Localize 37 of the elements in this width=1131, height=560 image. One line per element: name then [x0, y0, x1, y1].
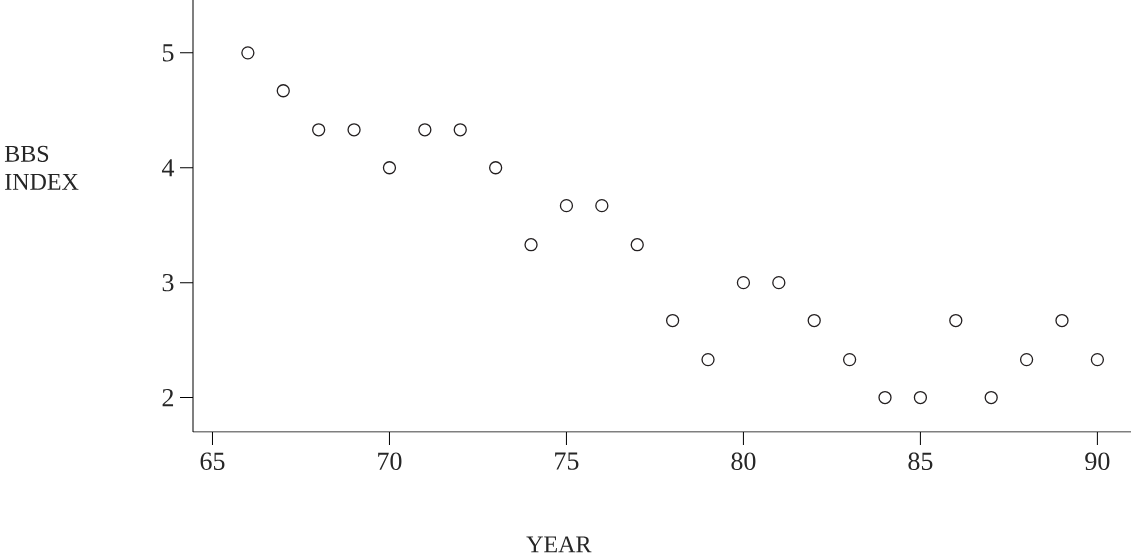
point	[772, 275, 786, 290]
y-axis-title: BBS INDEX	[4, 145, 79, 190]
point	[524, 238, 538, 252]
point	[453, 123, 467, 137]
point	[1019, 352, 1034, 367]
point	[382, 161, 397, 175]
y-tick-label: 4	[161, 159, 175, 177]
x-tick-label: 90	[1085, 452, 1110, 471]
point	[1090, 352, 1105, 367]
x-axis-title: YEAR	[526, 536, 592, 553]
x-tick-label: 70	[378, 452, 402, 471]
point	[984, 390, 998, 405]
point	[807, 313, 821, 328]
point	[347, 123, 361, 137]
point	[488, 161, 503, 175]
point	[736, 275, 751, 290]
point	[878, 390, 892, 405]
x-tick-label: 75	[555, 452, 579, 470]
point	[595, 199, 609, 213]
point	[913, 390, 928, 405]
y-tick-label: 3	[162, 273, 174, 292]
x-tick-label: 65	[200, 452, 225, 470]
y-tick-label: 2	[162, 388, 174, 407]
point	[842, 352, 857, 367]
y-tick-label: 5	[162, 44, 174, 62]
point	[701, 352, 715, 367]
point	[1055, 313, 1069, 328]
point	[418, 123, 432, 137]
point	[949, 313, 963, 328]
point	[630, 238, 644, 252]
x-tick-label: 80	[731, 452, 756, 471]
point	[241, 46, 255, 60]
point	[276, 84, 290, 98]
x-tick-label: 85	[908, 452, 933, 471]
point	[559, 199, 574, 213]
point	[312, 123, 326, 137]
point	[665, 313, 680, 328]
